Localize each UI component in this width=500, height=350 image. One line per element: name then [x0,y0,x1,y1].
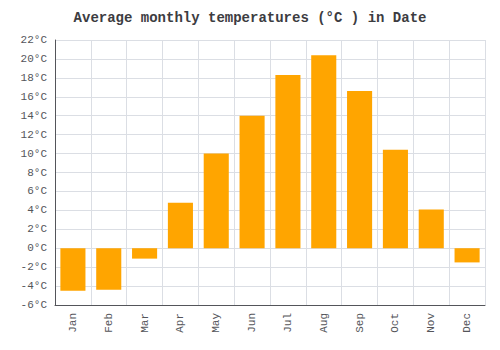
svg-text:Sep: Sep [354,313,366,333]
svg-text:Dec: Dec [461,313,473,333]
svg-text:20°C: 20°C [21,53,48,65]
svg-text:May: May [210,313,222,333]
svg-text:16°C: 16°C [21,91,48,103]
svg-text:Aug: Aug [318,313,330,333]
svg-text:Mar: Mar [139,313,151,333]
svg-text:-4°C: -4°C [21,280,48,292]
svg-text:Oct: Oct [389,313,401,333]
svg-text:18°C: 18°C [21,72,48,84]
svg-text:12°C: 12°C [21,129,48,141]
svg-text:22°C: 22°C [21,34,48,46]
svg-text:2°C: 2°C [27,223,47,235]
svg-text:Apr: Apr [174,313,186,333]
svg-text:-6°C: -6°C [21,299,48,311]
svg-text:4°C: 4°C [27,204,47,216]
svg-text:Jan: Jan [67,313,79,333]
svg-text:-2°C: -2°C [21,261,48,273]
svg-text:14°C: 14°C [21,110,48,122]
svg-text:8°C: 8°C [27,167,47,179]
svg-text:0°C: 0°C [27,242,47,254]
svg-text:10°C: 10°C [21,148,48,160]
svg-text:Average monthly temperatures (: Average monthly temperatures (°C ) in Da… [74,10,427,26]
svg-text:Feb: Feb [103,313,115,333]
svg-text:Nov: Nov [425,313,437,333]
svg-text:Jul: Jul [282,313,294,333]
svg-text:6°C: 6°C [27,185,47,197]
svg-text:Jun: Jun [246,313,258,333]
